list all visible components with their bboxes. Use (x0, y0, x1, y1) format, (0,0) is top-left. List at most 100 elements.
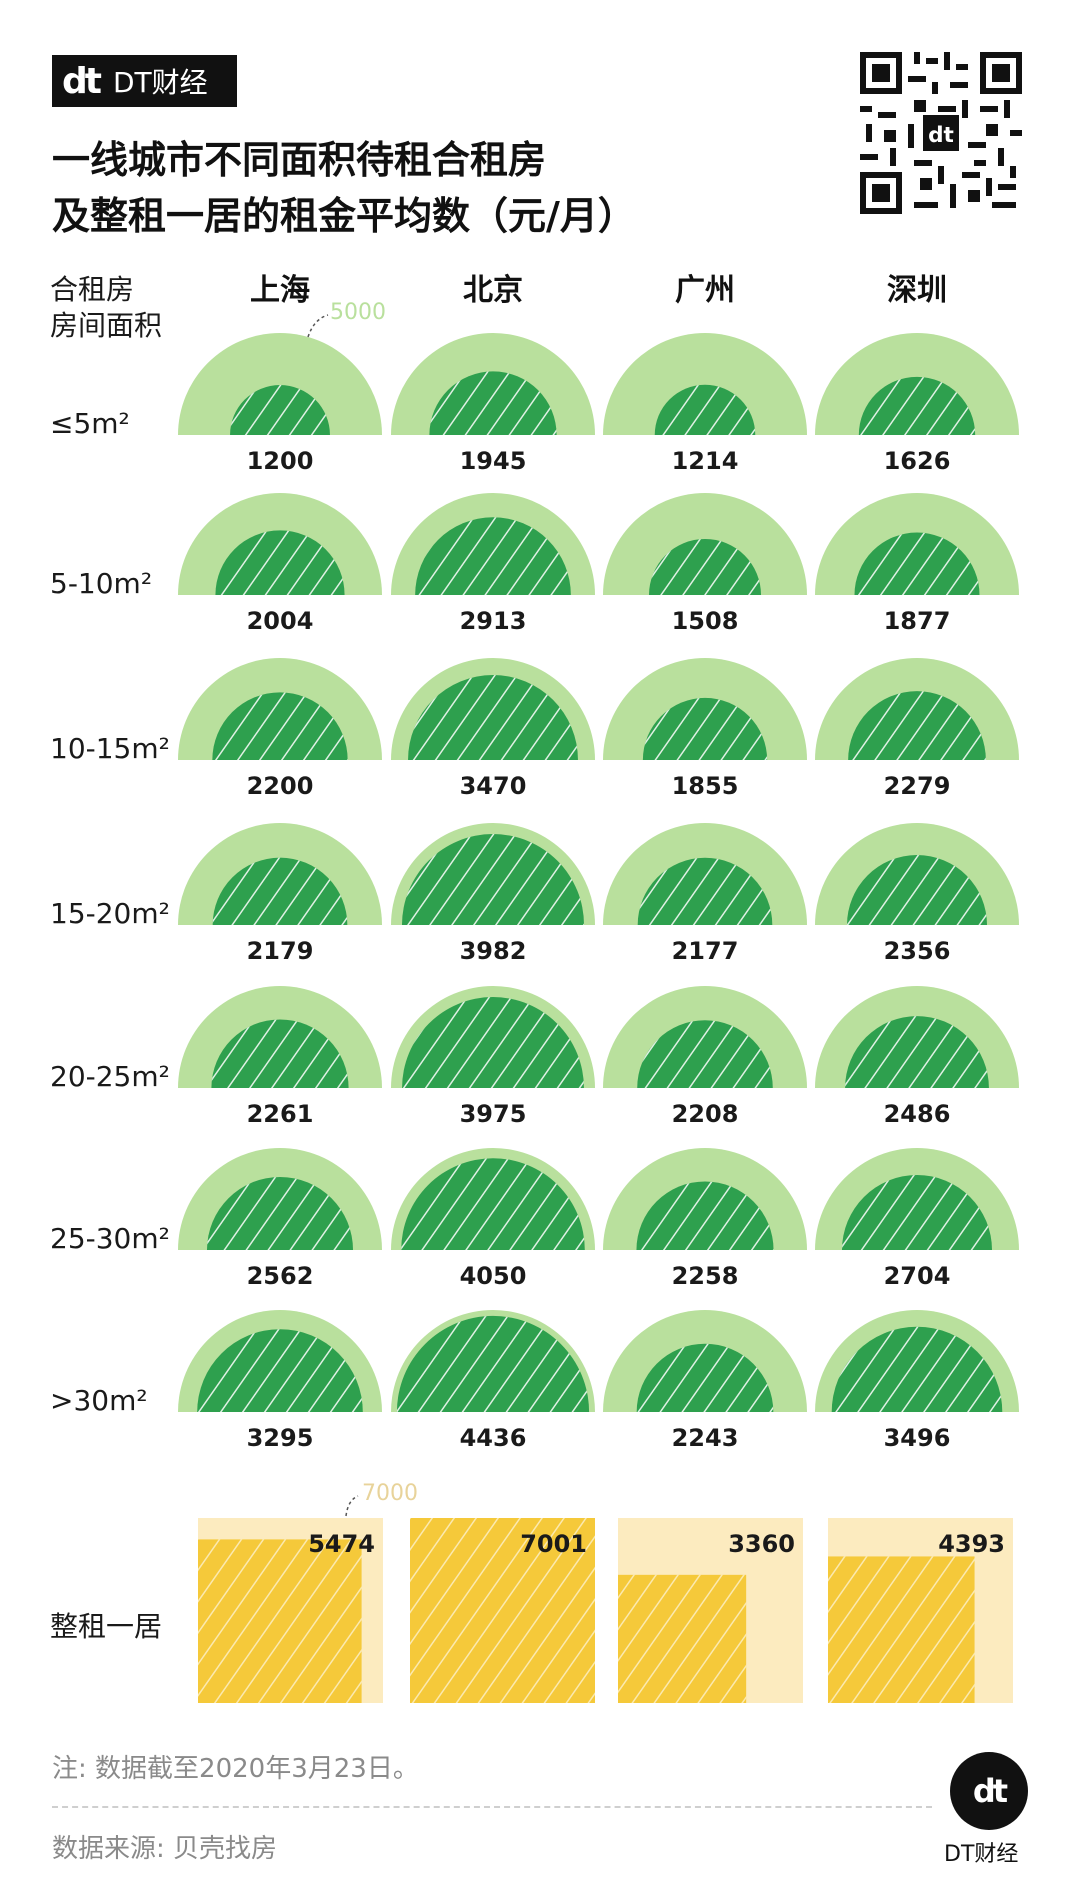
value-label-r0-c3: 1626 (884, 447, 951, 475)
row-header: 合租房 房间面积 (50, 272, 162, 344)
value-label-r0-c0: 1200 (247, 447, 314, 475)
value-hatch-r4-c0 (211, 1019, 349, 1088)
whole-rent-label-c1: 7001 (520, 1530, 587, 1558)
row-header-line-2: 房间面积 (50, 309, 163, 342)
value-label-r5-c2: 2258 (672, 1262, 739, 1290)
value-label-r5-c0: 2562 (247, 1262, 314, 1290)
city-header-beijing: 北京 (463, 273, 523, 308)
value-hatch-r0-c0 (230, 385, 330, 435)
row-label-6: >30m² (50, 1384, 148, 1417)
row-header-line-1: 合租房 (50, 273, 135, 306)
row-label-2: 10-15m² (50, 732, 170, 765)
value-hatch-r5-c0 (206, 1176, 354, 1250)
value-hatch-r1-c3 (854, 532, 980, 595)
value-label-r4-c3: 2486 (884, 1100, 951, 1128)
ref-leader-square (345, 1495, 359, 1517)
value-hatch-r0-c3 (858, 376, 976, 435)
value-hatch-r3-c0 (212, 857, 348, 925)
value-hatch-r2-c2 (642, 697, 768, 760)
value-label-r2-c1: 3470 (460, 772, 527, 800)
value-square-hatch-c1 (410, 1518, 595, 1703)
value-hatch-r6-c0 (197, 1329, 363, 1412)
page-title: 一线城市不同面积待租合租房 及整租一居的租金平均数（元/月） (52, 132, 636, 244)
value-hatch-r5-c2 (636, 1181, 774, 1250)
value-label-r6-c1: 4436 (460, 1424, 527, 1452)
row-label-3: 15-20m² (50, 897, 170, 930)
row-label-4: 20-25m² (50, 1060, 170, 1093)
value-label-r1-c1: 2913 (460, 607, 527, 635)
value-label-r6-c2: 2243 (672, 1424, 739, 1452)
data-source: 数据来源: 贝壳找房 (52, 1834, 278, 1864)
footnote: 注: 数据截至2020年3月23日。 (52, 1754, 419, 1784)
value-label-r3-c3: 2356 (884, 937, 951, 965)
ref-leader-circle (307, 314, 329, 338)
value-hatch-r1-c2 (648, 538, 762, 595)
city-header-shanghai: 上海 (250, 273, 310, 308)
title-line-2: 及整租一居的租金平均数（元/月） (52, 194, 636, 238)
brand-name: DT财经 (112, 66, 208, 99)
value-label-r3-c0: 2179 (247, 937, 314, 965)
value-hatch-r5-c3 (841, 1174, 993, 1250)
value-hatch-r4-c2 (637, 1020, 773, 1088)
value-hatch-r5-c1 (401, 1158, 585, 1250)
value-hatch-r1-c1 (415, 517, 571, 595)
value-hatch-r2-c1 (408, 675, 578, 760)
value-label-r6-c3: 3496 (884, 1424, 951, 1452)
divider (52, 1806, 932, 1808)
value-square-hatch-c3 (828, 1556, 975, 1703)
brand-mark: dt (62, 60, 102, 102)
value-hatch-r0-c1 (429, 371, 557, 435)
value-label-r5-c3: 2704 (884, 1262, 951, 1290)
title-line-1: 一线城市不同面积待租合租房 (52, 138, 547, 182)
ref-semicircle-r0-c0 (178, 333, 382, 435)
value-label-r4-c2: 2208 (672, 1100, 739, 1128)
value-label-r1-c0: 2004 (247, 607, 314, 635)
value-hatch-r3-c1 (401, 834, 585, 925)
value-label-r2-c0: 2200 (247, 772, 314, 800)
value-hatch-r4-c1 (402, 997, 584, 1088)
value-label-r1-c2: 1508 (672, 607, 739, 635)
whole-rent-label-c3: 4393 (938, 1530, 1005, 1558)
city-header-shenzhen: 深圳 (887, 273, 947, 308)
row-label-1: 5-10m² (50, 567, 153, 600)
value-hatch-r1-c0 (215, 530, 345, 595)
brand-badge-icon: dt (950, 1752, 1028, 1830)
value-label-r2-c2: 1855 (672, 772, 739, 800)
brand-logo: dt DT财经 (52, 55, 237, 107)
city-header-guangzhou: 广州 (675, 273, 735, 308)
value-hatch-r2-c0 (212, 692, 348, 760)
value-label-r3-c1: 3982 (460, 937, 527, 965)
brand-badge-text: DT财经 (944, 1842, 1019, 1867)
value-label-r0-c2: 1214 (672, 447, 739, 475)
brand-badge-mark: dt (972, 1772, 1008, 1810)
value-hatch-r6-c3 (831, 1326, 1003, 1412)
value-label-r4-c0: 2261 (247, 1100, 314, 1128)
whole-rent-label-c0: 5474 (308, 1530, 375, 1558)
row-label-0: ≤5m² (50, 407, 130, 440)
value-hatch-r4-c3 (845, 1016, 989, 1088)
value-hatch-r0-c2 (654, 384, 756, 435)
value-label-r6-c0: 3295 (247, 1424, 314, 1452)
value-hatch-r3-c3 (846, 854, 988, 925)
value-square-hatch-c0 (198, 1539, 362, 1703)
value-label-r3-c2: 2177 (672, 937, 739, 965)
value-hatch-r3-c2 (637, 857, 773, 925)
value-square-hatch-c2 (618, 1574, 747, 1703)
qr-code-icon: dt (860, 52, 1022, 214)
row-label-whole-rent: 整租一居 (50, 1610, 163, 1643)
value-hatch-r6-c1 (396, 1315, 590, 1412)
value-label-r0-c1: 1945 (460, 447, 527, 475)
value-hatch-r2-c3 (848, 691, 986, 760)
whole-rent-label-c2: 3360 (728, 1530, 795, 1558)
ref-label-square: 7000 (362, 1481, 418, 1506)
value-label-r2-c3: 2279 (884, 772, 951, 800)
svg-text:dt: dt (928, 123, 954, 148)
value-label-r4-c1: 3975 (460, 1100, 527, 1128)
value-label-r5-c1: 4050 (460, 1262, 527, 1290)
value-label-r1-c3: 1877 (884, 607, 951, 635)
value-hatch-r6-c2 (636, 1343, 774, 1412)
row-label-5: 25-30m² (50, 1222, 170, 1255)
ref-semicircle-r0-c2 (603, 333, 807, 435)
ref-label-circle: 5000 (330, 300, 386, 325)
